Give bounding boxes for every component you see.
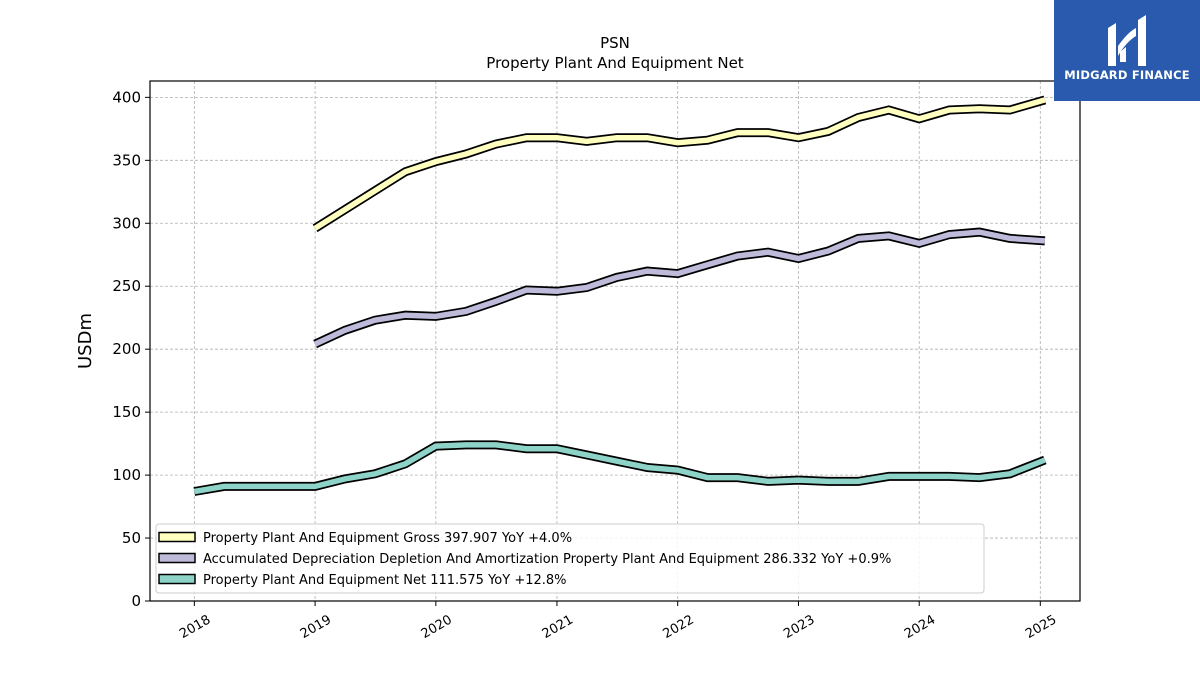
y-tick-label: 300 [112,214,141,232]
x-tick-label: 2022 [661,612,697,642]
logo-mark-icon [1108,15,1146,66]
x-tick-label: 2019 [298,612,334,642]
series-line [193,442,1046,495]
chart-title: PSN [600,34,630,52]
x-tick-label: 2024 [902,612,938,642]
y-tick-label: 200 [112,340,141,358]
chart-subtitle: Property Plant And Equipment Net [486,54,743,72]
grid-lines [150,81,1080,602]
series-outline [313,227,1046,349]
y-axis: 0 50 100 150 200 250 300 350 400 [112,88,150,610]
series-line [313,229,1046,347]
logo-text: MIDGARD FINANCE [1064,68,1190,82]
y-tick-label: 150 [112,403,141,421]
x-tick-label: 2018 [177,612,213,642]
legend-entry: Accumulated Depreciation Depletion And A… [203,552,891,567]
series-lines [193,95,1047,496]
y-tick-label: 400 [112,88,141,106]
legend-swatch [158,552,196,564]
legend-box [155,523,985,594]
plot-frame [149,80,1081,602]
y-axis-label: USDm [75,313,96,369]
x-tick-label: 2021 [540,612,576,642]
legend: Property Plant And Equipment Gross 397.9… [155,523,985,594]
y-tick-label: 100 [112,466,141,484]
legend-entry: Property Plant And Equipment Net 111.575… [203,573,567,588]
brand-logo: MIDGARD FINANCE [1054,0,1200,101]
y-tick-label: 50 [122,529,141,547]
legend-entry: Property Plant And Equipment Gross 397.9… [203,531,572,546]
y-tick-label: 250 [112,277,141,295]
y-tick-label: 0 [131,592,141,610]
legend-swatch [158,573,196,585]
x-tick-label: 2023 [781,612,817,642]
legend-swatch [158,531,196,543]
y-tick-label: 350 [112,151,141,169]
x-tick-label: 2020 [419,612,455,642]
x-axis: 2018 2019 2020 2021 2022 2023 2024 2025 [177,601,1059,642]
series-line [313,97,1046,231]
x-tick-label: 2025 [1023,612,1059,642]
